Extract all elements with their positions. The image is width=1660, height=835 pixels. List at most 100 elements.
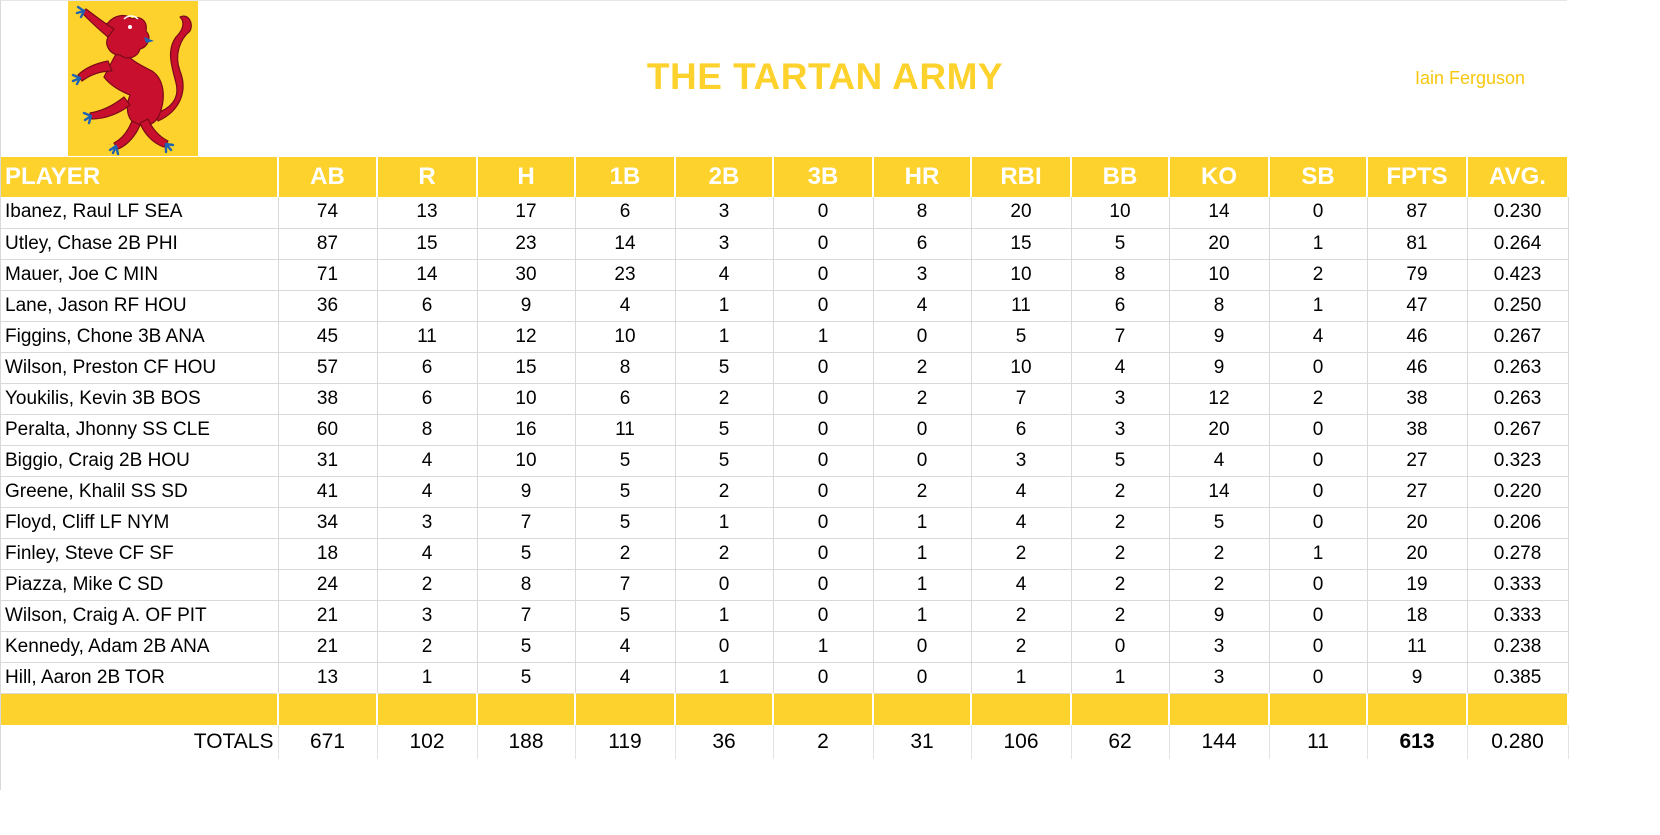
stat-cell: 12	[477, 321, 576, 353]
stat-cell: 20	[1367, 507, 1468, 539]
stat-cell: 0	[675, 631, 774, 663]
stat-cell: 10	[1169, 259, 1270, 291]
total-cell: 2	[773, 725, 874, 759]
stat-cell: 41	[278, 476, 378, 508]
stat-cell: 8	[1169, 290, 1270, 322]
stat-cell: 6	[873, 228, 972, 260]
stat-cell: 3	[1169, 631, 1270, 663]
stat-cell: 0.238	[1467, 631, 1569, 663]
stat-cell: 0	[773, 352, 874, 384]
stat-cell: 34	[278, 507, 378, 539]
stat-cell: 2	[1269, 383, 1368, 415]
stat-cell: 1	[873, 538, 972, 570]
stat-cell: 0	[1269, 352, 1368, 384]
rampant-lion-icon	[71, 5, 192, 156]
stat-cell: 4	[575, 631, 676, 663]
spacer-cell	[773, 693, 874, 725]
stat-cell: 1	[675, 662, 774, 694]
table-row: Lane, Jason RF HOU 36 6 9 4 1 0 4 11 6 8 1 47 0.250	[1, 290, 1569, 322]
stat-cell: 1	[1071, 662, 1170, 694]
stat-cell: 0	[1269, 414, 1368, 446]
table-row: Figgins, Chone 3B ANA 45 11 12 10 1 1 0 5 7 9 4 46 0.…	[1, 321, 1569, 353]
stat-cell: 27	[1367, 445, 1468, 477]
total-cell: 144	[1169, 725, 1270, 759]
stat-cell: 3	[1169, 662, 1270, 694]
table-row: Mauer, Joe C MIN 71 14 30 23 4 0 3 10 8 10 2 79 0.423	[1, 259, 1569, 291]
stat-cell: 2	[1071, 476, 1170, 508]
stat-cell: 0.264	[1467, 228, 1569, 260]
stat-cell: 47	[1367, 290, 1468, 322]
stat-cell: 0	[773, 662, 874, 694]
player-name-cell: Floyd, Cliff LF NYM	[1, 507, 279, 539]
stat-cell: 6	[575, 383, 676, 415]
stat-cell: 2	[971, 538, 1072, 570]
team-owner: Iain Ferguson	[1414, 68, 1526, 88]
stat-cell: 4	[575, 662, 676, 694]
stat-cell: 5	[1169, 507, 1270, 539]
player-name-cell: Piazza, Mike C SD	[1, 569, 279, 601]
stat-cell: 0	[773, 476, 874, 508]
column-header-rbi: RBI	[971, 157, 1072, 197]
stat-cell: 5	[675, 445, 774, 477]
stat-cell: 1	[873, 507, 972, 539]
stat-cell: 1	[675, 290, 774, 322]
stat-cell: 0	[773, 259, 874, 291]
stat-cell: 81	[1367, 228, 1468, 260]
stat-cell: 1	[773, 321, 874, 353]
player-name-cell: Mauer, Joe C MIN	[1, 259, 279, 291]
spacer-cell	[1071, 693, 1170, 725]
total-cell: 0.280	[1467, 725, 1569, 759]
totals-row: TOTALS 671 102 188 119 36 2 31 106 62 144 11 613 0.28…	[1, 725, 1569, 759]
stat-cell: 7	[971, 383, 1072, 415]
column-header-r: R	[377, 157, 478, 197]
stat-cell: 9	[1367, 662, 1468, 694]
stat-cell: 0.206	[1467, 507, 1569, 539]
stat-cell: 15	[477, 352, 576, 384]
column-header-fpts: FPTS	[1367, 157, 1468, 197]
column-header-2b: 2B	[675, 157, 774, 197]
stat-cell: 2	[675, 383, 774, 415]
stat-cell: 0	[1269, 445, 1368, 477]
stat-cell: 4	[1071, 352, 1170, 384]
player-name-cell: Youkilis, Kevin 3B BOS	[1, 383, 279, 415]
stat-cell: 6	[971, 414, 1072, 446]
stat-cell: 0	[773, 414, 874, 446]
stat-cell: 4	[377, 538, 478, 570]
stat-cell: 27	[1367, 476, 1468, 508]
stat-cell: 11	[575, 414, 676, 446]
stat-cell: 0	[773, 569, 874, 601]
stat-cell: 5	[575, 476, 676, 508]
stat-cell: 10	[971, 352, 1072, 384]
stat-cell: 0.230	[1467, 197, 1569, 229]
stat-cell: 38	[1367, 414, 1468, 446]
stat-cell: 2	[1071, 569, 1170, 601]
stat-cell: 0	[1269, 662, 1368, 694]
stat-cell: 2	[377, 631, 478, 663]
stat-cell: 4	[575, 290, 676, 322]
stat-cell: 2	[377, 569, 478, 601]
table-row: Biggio, Craig 2B HOU 31 4 10 5 5 0 0 3 5 4 0 27 0.323	[1, 445, 1569, 477]
table-header-row: PLAYER AB R H 1B 2B 3B HR RBI BB KO SB FPTS AVG.	[1, 157, 1569, 197]
stat-cell: 0.423	[1467, 259, 1569, 291]
totals-label: TOTALS	[1, 725, 279, 759]
stat-cell: 0.267	[1467, 414, 1569, 446]
table-row: Peralta, Jhonny SS CLE 60 8 16 11 5 0 0 6 3 20 0 38 0…	[1, 414, 1569, 446]
spacer-cell	[278, 693, 378, 725]
stat-cell: 8	[1071, 259, 1170, 291]
stat-cell: 8	[873, 197, 972, 229]
stat-cell: 9	[1169, 352, 1270, 384]
player-stats-table: PLAYER AB R H 1B 2B 3B HR RBI BB KO SB FPTS AVG. Iban…	[1, 157, 1569, 759]
spacer-cell	[675, 693, 774, 725]
player-name-cell: Wilson, Craig A. OF PIT	[1, 600, 279, 632]
column-header-3b: 3B	[773, 157, 874, 197]
stat-cell: 9	[477, 290, 576, 322]
table-row: Hill, Aaron 2B TOR 13 1 5 4 1 0 0 1 1 3 0 9 0.385	[1, 662, 1569, 694]
stat-cell: 2	[873, 476, 972, 508]
stat-cell: 20	[971, 197, 1072, 229]
stat-cell: 0.333	[1467, 569, 1569, 601]
stat-cell: 5	[477, 662, 576, 694]
stat-cell: 3	[675, 228, 774, 260]
stat-cell: 10	[575, 321, 676, 353]
column-header-ko: KO	[1169, 157, 1270, 197]
stat-cell: 71	[278, 259, 378, 291]
